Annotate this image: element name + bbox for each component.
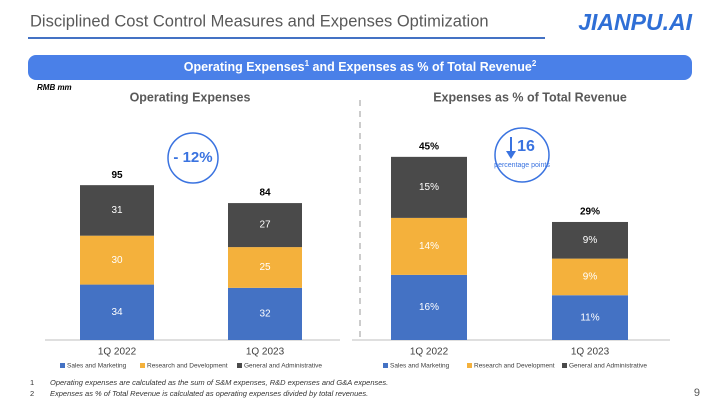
x-tick-label: 1Q 2023 (246, 347, 285, 358)
footnote-number: 2 (30, 389, 34, 398)
logo: JIANPU.AI (578, 9, 692, 35)
legend-swatch (383, 363, 388, 368)
unit-label: RMB mm (37, 83, 72, 92)
footnote-number: 1 (30, 378, 34, 387)
annotation-circle (494, 127, 550, 183)
bar-segment (80, 185, 154, 236)
value-label: 30 (111, 255, 123, 266)
bar-segment (552, 258, 628, 296)
bar-segment (391, 156, 467, 218)
bar-segment (552, 221, 628, 259)
bar-segment (228, 247, 302, 288)
bar-segment (391, 274, 467, 340)
value-label: 34 (111, 307, 123, 318)
value-label: 32 (259, 309, 271, 320)
value-label: 9% (583, 272, 598, 283)
total-label: 45% (419, 141, 439, 152)
banner-text: Operating Expenses1 and Expenses as % of… (184, 59, 537, 74)
value-label: 31 (111, 205, 123, 216)
x-tick-label: 1Q 2022 (410, 347, 449, 358)
value-label: 11% (580, 312, 599, 323)
annotation-value: 16 (517, 138, 535, 155)
value-label: 9% (583, 235, 598, 246)
bar-segment (80, 284, 154, 340)
x-tick-label: 1Q 2023 (571, 347, 610, 358)
value-label: 15% (419, 182, 439, 193)
banner (28, 55, 692, 80)
value-label: 27 (259, 220, 271, 231)
total-label: 29% (580, 207, 600, 218)
legend-label: Sales and Marketing (67, 363, 127, 370)
value-label: 16% (419, 302, 439, 313)
chart-title: Operating Expenses (130, 90, 251, 104)
bar-segment (228, 287, 302, 340)
x-tick-label: 1Q 2022 (98, 347, 137, 358)
value-label: 14% (419, 241, 439, 252)
legend-label: Research and Development (474, 363, 555, 370)
legend-label: General and Administrative (569, 363, 647, 370)
value-label: 25 (259, 262, 271, 273)
page-number: 9 (694, 387, 700, 399)
bar-segment (80, 235, 154, 285)
total-label: 95 (111, 170, 123, 181)
bar-segment (391, 217, 467, 275)
legend-swatch (60, 363, 65, 368)
bar-segment (228, 203, 302, 248)
annotation-text: percentage points (494, 162, 550, 169)
legend-swatch (237, 363, 242, 368)
annotation-circle (167, 132, 219, 184)
legend-label: Research and Development (147, 363, 228, 370)
legend-swatch (140, 363, 145, 368)
down-arrow (506, 137, 516, 159)
legend-swatch (562, 363, 567, 368)
legend-label: General and Administrative (244, 363, 322, 370)
footnote: Expenses as % of Total Revenue is calcul… (50, 389, 368, 398)
chart-title: Expenses as % of Total Revenue (433, 90, 627, 104)
total-label: 84 (259, 188, 271, 199)
legend-label: Sales and Marketing (390, 363, 450, 370)
annotation-text: - 12% (173, 149, 212, 166)
bar-segment (552, 295, 628, 340)
legend-swatch (467, 363, 472, 368)
slide-title: Disciplined Cost Control Measures and Ex… (30, 12, 489, 30)
footnote: Operating expenses are calculated as the… (50, 378, 388, 387)
